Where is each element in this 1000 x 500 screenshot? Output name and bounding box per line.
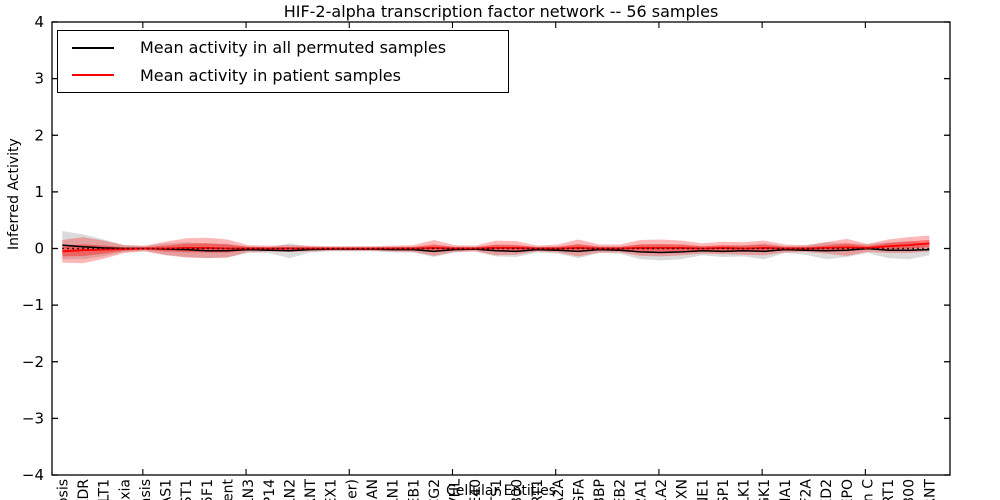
- category-label: HIF2A/ARNT/Cbp/p300: [902, 479, 918, 500]
- category-label: ETS1: [489, 479, 505, 500]
- legend-line-patient-icon: [72, 74, 114, 77]
- category-label: FXN: [675, 479, 691, 500]
- category-label: SP1: [716, 479, 732, 500]
- category-label: VHL/Elongin B/Elongin C: [860, 479, 876, 500]
- category-label: ABCG2: [427, 479, 443, 500]
- category-label: ELK1: [737, 479, 753, 500]
- category-label: BHLHE40: [468, 479, 484, 500]
- category-label: EP300: [509, 479, 525, 500]
- category-label: oxygen homeostasis: [138, 479, 154, 500]
- permuted-samples-std-band: [62, 230, 930, 261]
- patient-mean-line: [62, 242, 930, 253]
- category-label: EPO: [840, 479, 856, 500]
- y-tick-label: −1: [22, 296, 44, 314]
- y-tick-label: −4: [22, 466, 44, 484]
- category-label: VHL/Elongin B/Elongin C/HIF2A: [798, 479, 814, 500]
- category-label: CREBBP: [592, 479, 608, 500]
- category-label: SERPINE1: [695, 479, 711, 500]
- y-tick-label: 0: [34, 240, 44, 258]
- category-label: EGLN1: [386, 479, 402, 500]
- category-label: HIF2A/ARNT/SIRT1: [881, 479, 897, 500]
- y-tick-label: 1: [34, 183, 44, 201]
- legend: Mean activity in all permuted samples Me…: [57, 30, 509, 93]
- legend-line-permuted-icon: [72, 46, 114, 49]
- category-label: EPAS1: [159, 479, 175, 500]
- y-tick-label: 2: [34, 126, 44, 144]
- legend-label-permuted: Mean activity in all permuted samples: [140, 38, 447, 58]
- category-label: VEGFA: [571, 479, 587, 500]
- y-tick-label: 3: [34, 70, 44, 88]
- y-tick-label: 4: [34, 13, 44, 31]
- category-label: APEX1: [324, 479, 340, 500]
- category-label: germ cell development: [220, 478, 236, 500]
- category-label: SLC11A2: [654, 479, 670, 500]
- y-tick-label: −2: [22, 353, 44, 371]
- category-label: HIF1AN: [365, 479, 381, 500]
- category-label: CITED2: [819, 479, 835, 500]
- legend-entry-permuted: Mean activity in all permuted samples: [58, 35, 508, 61]
- category-label: ARNT: [303, 479, 319, 500]
- permuted-mean-line: [62, 244, 930, 254]
- category-label: TWIST1: [179, 479, 195, 500]
- category-label: neuron apoptosis: [55, 479, 71, 500]
- category-label: TCEB2: [613, 479, 629, 500]
- category-label: KDR: [76, 479, 92, 500]
- category-label: TCEB1: [406, 479, 422, 500]
- category-label: PGK1: [757, 479, 773, 500]
- x-axis-label: Cellular Entities: [445, 483, 557, 499]
- patient-samples-std-band: [62, 235, 930, 264]
- category-label: MMP14: [262, 479, 278, 500]
- category-label: SLC2A1: [633, 479, 649, 500]
- category-label: EFNA1: [778, 479, 794, 500]
- category-label: EGLN3: [241, 479, 257, 500]
- category-label: FIH (dimer): [344, 479, 360, 500]
- category-label: FLT1: [97, 479, 113, 500]
- y-tick-label: −3: [22, 409, 44, 427]
- category-label: HIF2A/ARNT: [922, 479, 938, 500]
- category-label: ADORA2A: [551, 479, 567, 500]
- category-label: POU5F1: [200, 479, 216, 500]
- category-label: response to hypoxia: [117, 479, 133, 500]
- category-label: VHL: [448, 479, 464, 500]
- category-label: SIRT1: [530, 479, 546, 500]
- plot-title: HIF-2-alpha transcription factor network…: [283, 2, 719, 21]
- legend-label-patient: Mean activity in patient samples: [140, 65, 401, 85]
- category-label: EGLN2: [282, 479, 298, 500]
- legend-entry-patient: Mean activity in patient samples: [58, 62, 508, 88]
